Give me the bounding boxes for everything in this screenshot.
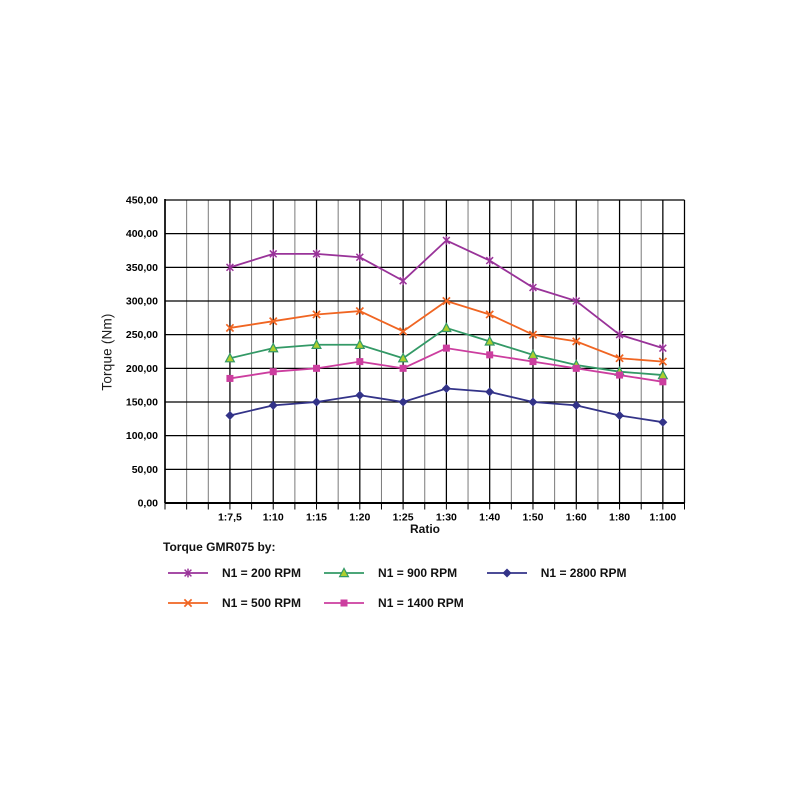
y-tick-label: 150,00: [126, 397, 158, 409]
y-axis-title: Torque (Nm): [99, 313, 115, 391]
series-n1-1400-rpm: [226, 344, 667, 386]
x-tick-label: 1:30: [436, 512, 457, 524]
x-tick-label: 1:100: [649, 512, 676, 524]
y-tick-label: 400,00: [126, 228, 158, 240]
legend-item-n1-900-rpm: N1 = 900 RPM: [323, 564, 464, 581]
legend-label: N1 = 500 RPM: [222, 595, 302, 610]
x-icon: [168, 598, 208, 607]
legend-item-n1-200-rpm: N1 = 200 RPM: [167, 564, 301, 581]
diamond-icon: [486, 568, 527, 577]
x-tick-label: 1:80: [609, 512, 630, 524]
x-tick-label: 1:40: [479, 512, 500, 524]
y-axis-labels: 0,00 50,00 100,00 150,00 200,00 250,00 300,00 3…: [126, 195, 158, 510]
legend-entries: N1 = 200 RPM N1 = 500 RPM N1 = 900 RPM N1 =…: [167, 564, 626, 611]
x-axis-ticks: [164, 503, 685, 510]
y-tick-label: 50,00: [132, 464, 158, 476]
legend-label: N1 = 1400 RPM: [378, 595, 464, 610]
legend-label: N1 = 200 RPM: [222, 565, 302, 580]
legend-label: N1 = 900 RPM: [378, 565, 458, 580]
x-tick-label: 1:10: [263, 512, 284, 524]
triangle-icon: [324, 566, 365, 577]
series-n1-200-rpm: [226, 236, 667, 353]
x-tick-label: 1:20: [349, 512, 370, 524]
x-axis-title: Ratio: [410, 522, 440, 536]
legend-title: Torque GMR075 by:: [163, 540, 276, 554]
x-tick-label: 1:15: [306, 512, 327, 524]
x-tick-label: 1:25: [393, 512, 414, 524]
series-n1-2800-rpm: [225, 384, 668, 427]
legend-item-n1-2800-rpm: N1 = 2800 RPM: [486, 564, 627, 581]
y-tick-label: 200,00: [126, 363, 158, 375]
y-tick-label: 0,00: [138, 498, 159, 510]
series-n1-500-rpm: [225, 296, 668, 366]
y-tick-label: 250,00: [126, 329, 158, 341]
y-tick-label: 100,00: [126, 430, 158, 442]
x-tick-label: 1:7,5: [218, 512, 242, 524]
legend: Torque GMR075 by: N1 = 200 RPM N1 = 500 R…: [163, 540, 626, 611]
y-tick-label: 350,00: [126, 262, 158, 274]
legend-item-n1-500-rpm: N1 = 500 RPM: [167, 594, 301, 611]
x-tick-label: 1:50: [522, 512, 543, 524]
x-axis-labels: 1:7,5 1:10 1:15 1:20 1:25 1:30 1:40 1:50 1:60 1:8…: [218, 512, 676, 524]
gridlines-horizontal: [165, 199, 685, 470]
y-tick-label: 450,00: [126, 195, 158, 207]
legend-item-n1-1400-rpm: N1 = 1400 RPM: [323, 594, 464, 611]
star-icon: [168, 568, 208, 577]
series-n1-900-rpm: [224, 322, 669, 380]
x-tick-label: 1:60: [566, 512, 587, 524]
y-tick-label: 300,00: [126, 296, 158, 308]
legend-label: N1 = 2800 RPM: [540, 565, 627, 580]
square-icon: [324, 599, 365, 606]
